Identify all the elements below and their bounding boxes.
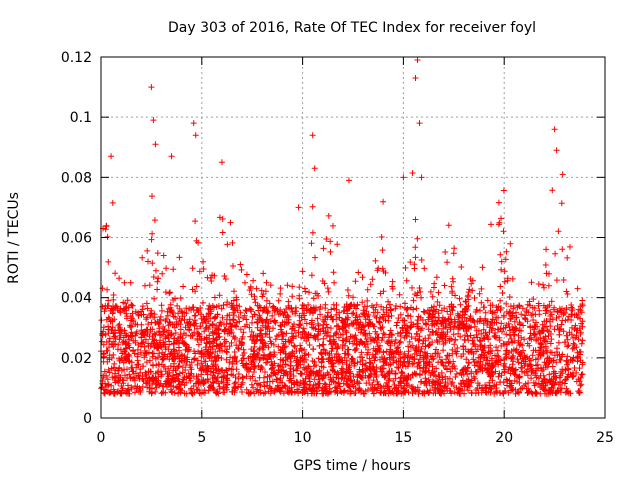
data-point — [108, 153, 115, 160]
data-point — [192, 132, 199, 139]
y-tick-label: 0.04 — [61, 291, 92, 307]
x-tick-label: 20 — [495, 430, 513, 446]
data-point — [345, 177, 352, 184]
data-point — [553, 147, 560, 154]
y-tick-label: 0.06 — [61, 231, 92, 247]
y-tick-label: 0 — [83, 411, 92, 427]
data-point — [414, 57, 421, 64]
data-point — [148, 84, 155, 91]
x-tick-label: 0 — [97, 430, 106, 446]
x-tick-label: 10 — [294, 430, 312, 446]
points-layer — [98, 57, 586, 397]
y-tick-label: 0.02 — [61, 351, 92, 367]
y-tick-label: 0.12 — [61, 50, 92, 66]
x-tick-label: 15 — [394, 430, 412, 446]
data-point — [412, 75, 419, 82]
data-point — [168, 153, 175, 160]
x-axis-label: GPS time / hours — [293, 458, 410, 474]
data-point — [150, 117, 157, 124]
data-point — [418, 174, 425, 181]
data-point — [400, 174, 407, 181]
y-axis-label: ROTI / TECUs — [6, 192, 22, 284]
x-tick-label: 25 — [596, 430, 614, 446]
data-point-cloud — [98, 170, 586, 397]
data-point — [559, 171, 566, 178]
data-point — [295, 204, 302, 211]
y-tick-label: 0.1 — [70, 110, 92, 126]
data-point — [551, 126, 558, 133]
chart-title: Day 303 of 2016, Rate Of TEC Index for r… — [168, 20, 536, 36]
ticks-layer: 0 0.02 0.04 0.06 0.08 0.1 0.12 0 5 10 15 20 25 — [61, 50, 614, 446]
data-point — [309, 132, 316, 139]
y-tick-label: 0.08 — [61, 170, 92, 186]
x-tick-label: 5 — [197, 430, 206, 446]
data-point — [311, 165, 318, 172]
data-point — [416, 120, 423, 127]
data-point — [218, 159, 225, 166]
data-point — [152, 141, 159, 148]
data-point — [190, 120, 197, 127]
